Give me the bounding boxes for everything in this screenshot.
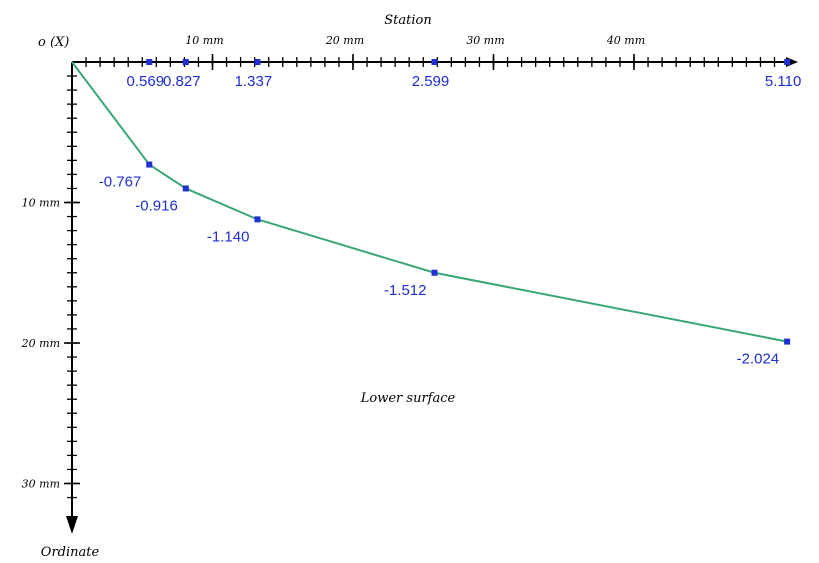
x-tick-label: 30 mm bbox=[466, 34, 504, 47]
y-tick-labels: 10 mm 20 mm 30 mm bbox=[21, 197, 60, 491]
ordinate-value-label: -0.916 bbox=[135, 197, 178, 214]
station-value-label: 0.827 bbox=[163, 73, 201, 90]
station-marker bbox=[431, 59, 438, 65]
ordinate-value-label: -0.767 bbox=[99, 174, 142, 191]
axis-minor-ticks bbox=[67, 57, 776, 499]
station-marker bbox=[146, 59, 153, 65]
y-tick-label: 10 mm bbox=[22, 197, 60, 210]
ordinate-value-label: -1.512 bbox=[384, 282, 427, 299]
ordinate-value-label: -2.024 bbox=[737, 351, 780, 368]
y-axis-arrowhead bbox=[66, 516, 78, 534]
ordinate-marker bbox=[182, 185, 189, 192]
x-tick-label: 20 mm bbox=[325, 34, 364, 47]
lower-surface-curve bbox=[71, 61, 788, 343]
y-axis-title: Ordinate bbox=[41, 545, 100, 560]
axis-major-ticks bbox=[64, 54, 635, 485]
station-value-label: 0.569 bbox=[127, 73, 165, 90]
axes bbox=[66, 57, 798, 534]
x-tick-label: 40 mm bbox=[606, 34, 645, 47]
origin-label: o (X) bbox=[38, 35, 69, 50]
ordinate-markers bbox=[146, 161, 791, 345]
station-marker bbox=[784, 59, 791, 65]
y-tick-label: 20 mm bbox=[21, 337, 60, 350]
ordinate-marker bbox=[784, 338, 791, 345]
station-markers bbox=[146, 59, 791, 65]
station-value-label: 1.337 bbox=[235, 73, 273, 90]
ordinate-marker bbox=[431, 269, 438, 276]
x-tick-labels: 10 mm 20 mm 30 mm 40 mm bbox=[185, 34, 645, 47]
station-value-label: 5.110 bbox=[765, 73, 801, 90]
ordinate-labels: -0.767 -0.916 -1.140 -1.512 -2.024 bbox=[99, 174, 779, 368]
y-tick-label: 30 mm bbox=[22, 478, 60, 491]
ordinate-value-label: -1.140 bbox=[207, 228, 250, 245]
ordinate-marker bbox=[146, 161, 153, 168]
ordinate-marker bbox=[254, 216, 261, 223]
x-tick-label: 10 mm bbox=[185, 34, 223, 47]
surface-label: Lower surface bbox=[360, 391, 456, 406]
x-axis-title: Station bbox=[384, 13, 431, 28]
station-marker bbox=[182, 59, 189, 65]
station-marker bbox=[254, 59, 261, 65]
station-value-label: 2.599 bbox=[412, 73, 450, 90]
